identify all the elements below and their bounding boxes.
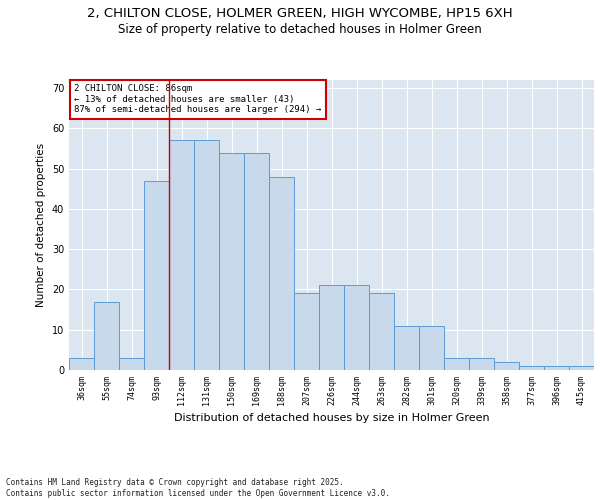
Bar (569, 366, 594, 370)
Bar (444, 358, 469, 370)
Bar (494, 362, 519, 370)
Bar (344, 286, 369, 370)
X-axis label: Distribution of detached houses by size in Holmer Green: Distribution of detached houses by size … (173, 413, 490, 423)
Text: 2 CHILTON CLOSE: 86sqm
← 13% of detached houses are smaller (43)
87% of semi-det: 2 CHILTON CLOSE: 86sqm ← 13% of detached… (74, 84, 322, 114)
Bar (469, 358, 494, 370)
Text: Contains HM Land Registry data © Crown copyright and database right 2025.
Contai: Contains HM Land Registry data © Crown c… (6, 478, 390, 498)
Bar (144, 180, 169, 370)
Text: 2, CHILTON CLOSE, HOLMER GREEN, HIGH WYCOMBE, HP15 6XH: 2, CHILTON CLOSE, HOLMER GREEN, HIGH WYC… (87, 8, 513, 20)
Bar (544, 366, 569, 370)
Bar (419, 326, 444, 370)
Bar (219, 152, 244, 370)
Text: Size of property relative to detached houses in Holmer Green: Size of property relative to detached ho… (118, 22, 482, 36)
Bar (394, 326, 419, 370)
Bar (244, 152, 269, 370)
Bar (69, 358, 94, 370)
Bar (319, 286, 344, 370)
Bar (269, 176, 294, 370)
Bar (119, 358, 144, 370)
Bar (519, 366, 544, 370)
Bar (369, 294, 394, 370)
Y-axis label: Number of detached properties: Number of detached properties (36, 143, 46, 307)
Bar (294, 294, 319, 370)
Bar (194, 140, 219, 370)
Bar (169, 140, 194, 370)
Bar (94, 302, 119, 370)
